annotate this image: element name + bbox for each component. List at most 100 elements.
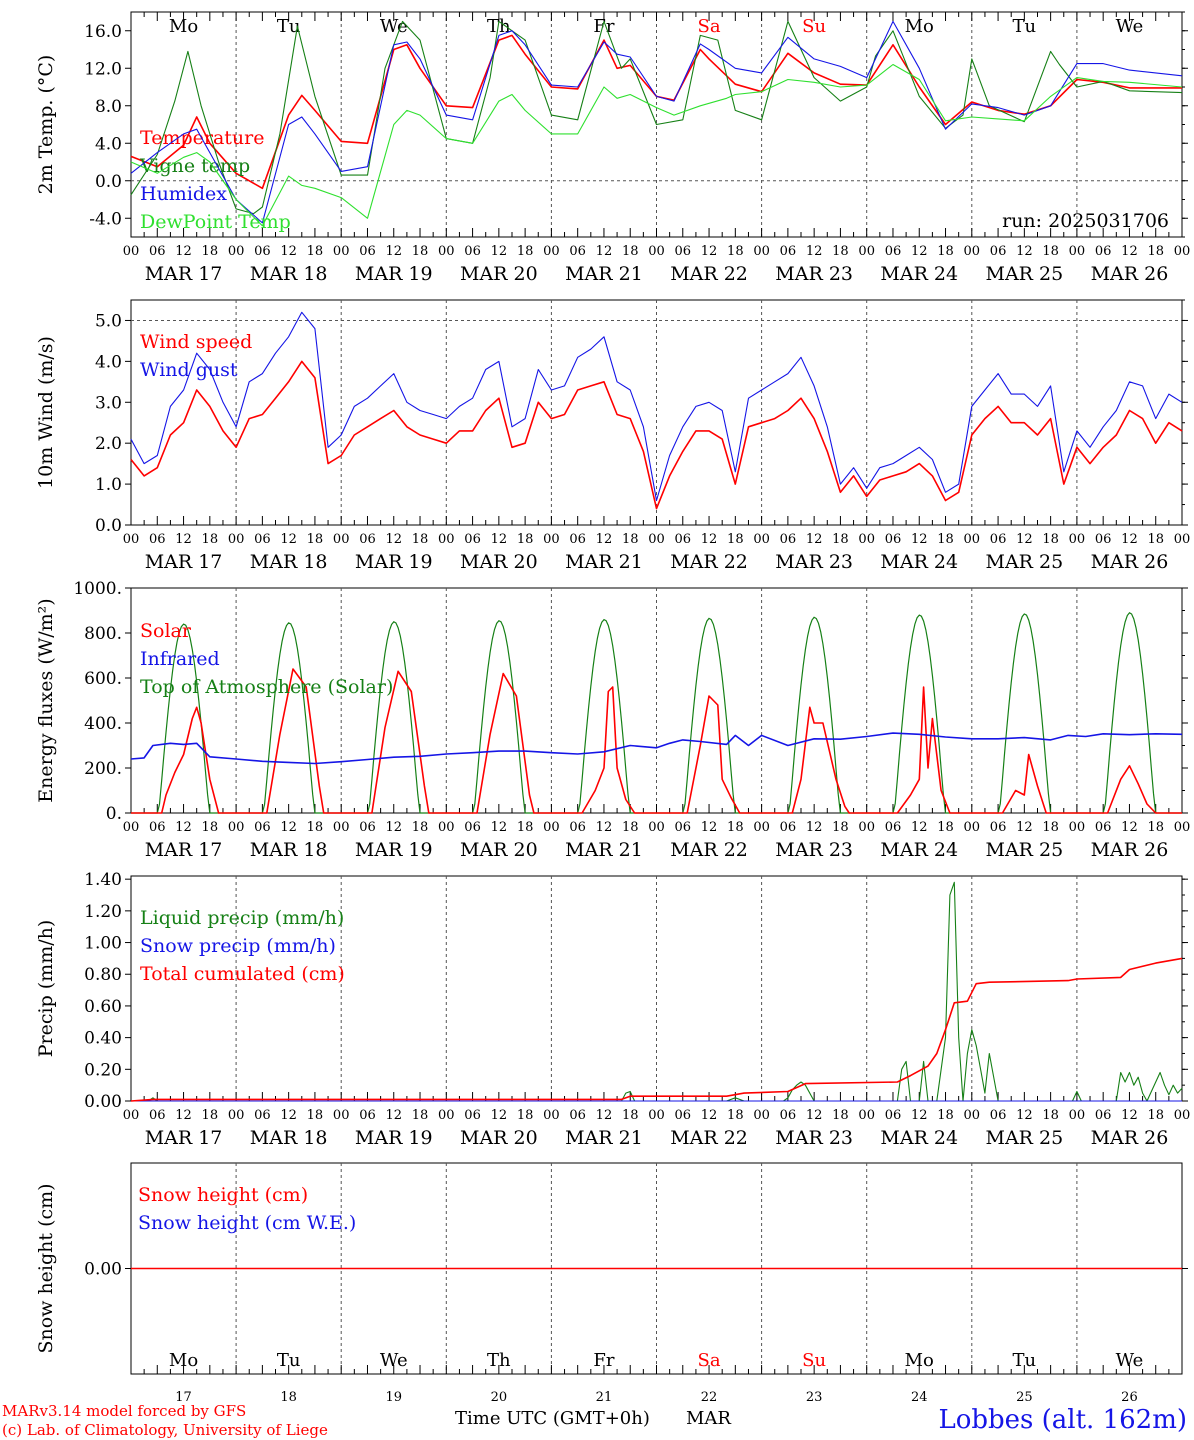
hour-tick-label: 18: [1042, 532, 1059, 547]
hour-tick-label: 00: [964, 244, 981, 259]
hour-tick-label: 00: [333, 244, 350, 259]
hour-tick-label: 00: [858, 532, 875, 547]
date-label: MAR 23: [775, 839, 853, 861]
hour-tick-label: 00: [1174, 820, 1191, 835]
hour-tick-label: 00: [438, 820, 455, 835]
hour-tick-label: 00: [123, 820, 140, 835]
panel-1: 16.0 12.0 8.0 4.0 0.0 -4.0 2m Temp. (°C) 00 06 12…: [35, 12, 1190, 285]
hour-tick-label: 06: [569, 1108, 586, 1123]
legend-entry: Vigne temp: [139, 155, 250, 177]
hour-tick-label: 18: [307, 1108, 324, 1123]
hour-tick-label: 06: [990, 244, 1007, 259]
hour-tick-label: 12: [175, 1108, 192, 1123]
station-label: Lobbes (alt. 162m): [938, 1405, 1187, 1435]
hour-tick-label: 18: [622, 820, 639, 835]
hour-tick-label: 00: [333, 532, 350, 547]
y-axis-label: Snow height (cm): [35, 1183, 57, 1353]
hour-tick-label: 00: [964, 1108, 981, 1123]
hour-tick-label: 12: [1121, 532, 1138, 547]
hour-tick-label: 00: [858, 244, 875, 259]
date-label: MAR 19: [355, 839, 433, 861]
hour-tick-label: 12: [596, 532, 613, 547]
hour-tick-label: 18: [1042, 820, 1059, 835]
series-line-1: [131, 35, 1182, 188]
hour-tick-label: 12: [175, 244, 192, 259]
hour-tick-label: 06: [885, 244, 902, 259]
y-tick-label: 0.00: [84, 1260, 122, 1280]
day-number-label: 20: [491, 1390, 508, 1405]
hour-tick-label: 06: [359, 532, 376, 547]
model-credit: MARv3.14 model forced by GFS: [2, 1402, 246, 1420]
hour-tick-label: 06: [885, 532, 902, 547]
date-label: MAR 17: [145, 1127, 223, 1149]
weekday-label: Tu: [1013, 1350, 1037, 1371]
hour-tick-label: 06: [359, 244, 376, 259]
y-axis-label: Energy fluxes (W/m²): [35, 598, 57, 802]
date-label: MAR 20: [460, 263, 538, 285]
y-tick-label: 1.0: [95, 475, 122, 495]
hour-tick-label: 12: [1016, 1108, 1033, 1123]
hour-tick-label: 12: [491, 244, 508, 259]
hour-tick-label: 00: [1174, 244, 1191, 259]
hour-tick-label: 12: [1016, 532, 1033, 547]
hour-tick-label: 06: [1095, 1108, 1112, 1123]
date-label: MAR 20: [460, 551, 538, 573]
hour-tick-label: 18: [937, 820, 954, 835]
hour-tick-label: 06: [885, 820, 902, 835]
y-tick-label: 1.40: [84, 870, 122, 890]
date-label: MAR 21: [565, 839, 643, 861]
hour-tick-label: 12: [175, 532, 192, 547]
hour-tick-label: 00: [543, 820, 560, 835]
y-tick-label: -4.0: [89, 209, 122, 229]
hour-tick-label: 00: [1174, 1108, 1191, 1123]
hour-tick-label: 00: [753, 820, 770, 835]
hour-tick-label: 18: [727, 820, 744, 835]
weekday-label: Mo: [169, 1350, 198, 1371]
hour-tick-label: 00: [648, 820, 665, 835]
hour-tick-label: 18: [517, 532, 534, 547]
hour-tick-label: 00: [228, 532, 245, 547]
date-label: MAR 18: [250, 839, 328, 861]
hour-tick-label: 18: [307, 820, 324, 835]
hour-tick-label: 12: [911, 1108, 928, 1123]
plot-frame: [131, 588, 1182, 813]
hour-tick-label: 18: [832, 532, 849, 547]
date-label: MAR 24: [880, 263, 958, 285]
y-axis-label: Precip (mm/h): [35, 920, 57, 1058]
hour-tick-label: 00: [1069, 1108, 1086, 1123]
hour-tick-label: 06: [569, 532, 586, 547]
hour-tick-label: 00: [858, 1108, 875, 1123]
hour-tick-label: 00: [1069, 820, 1086, 835]
hour-tick-label: 06: [885, 1108, 902, 1123]
hour-tick-label: 18: [1042, 244, 1059, 259]
y-tick-label: 16.0: [84, 22, 122, 42]
hour-tick-label: 00: [123, 244, 140, 259]
legend-entry: Snow precip (mm/h): [140, 935, 336, 957]
date-label: MAR 17: [145, 263, 223, 285]
hour-tick-label: 00: [753, 532, 770, 547]
date-label: MAR 22: [670, 839, 748, 861]
hour-tick-label: 18: [727, 1108, 744, 1123]
date-label: MAR 18: [250, 551, 328, 573]
day-number-label: 25: [1016, 1390, 1033, 1405]
y-tick-label: 3.0: [95, 393, 122, 413]
weekday-label: Mo: [169, 16, 198, 37]
weekday-label: Sa: [698, 1350, 721, 1371]
date-label: MAR 20: [460, 1127, 538, 1149]
legend-entry: Humidex: [140, 183, 227, 205]
hour-tick-label: 18: [307, 532, 324, 547]
hour-tick-label: 06: [254, 820, 271, 835]
day-number-label: 22: [701, 1390, 718, 1405]
hour-tick-label: 18: [307, 244, 324, 259]
hour-tick-label: 06: [675, 532, 692, 547]
date-label: MAR 23: [775, 1127, 853, 1149]
y-tick-label: 1.00: [84, 934, 122, 954]
hour-tick-label: 06: [780, 820, 797, 835]
hour-tick-label: 06: [1095, 532, 1112, 547]
hour-tick-label: 18: [832, 1108, 849, 1123]
hour-tick-label: 18: [412, 532, 429, 547]
weekday-label: Tu: [1013, 16, 1037, 37]
date-label: MAR 24: [880, 1127, 958, 1149]
hour-tick-label: 00: [1174, 532, 1191, 547]
y-tick-label: 200.: [84, 759, 122, 779]
